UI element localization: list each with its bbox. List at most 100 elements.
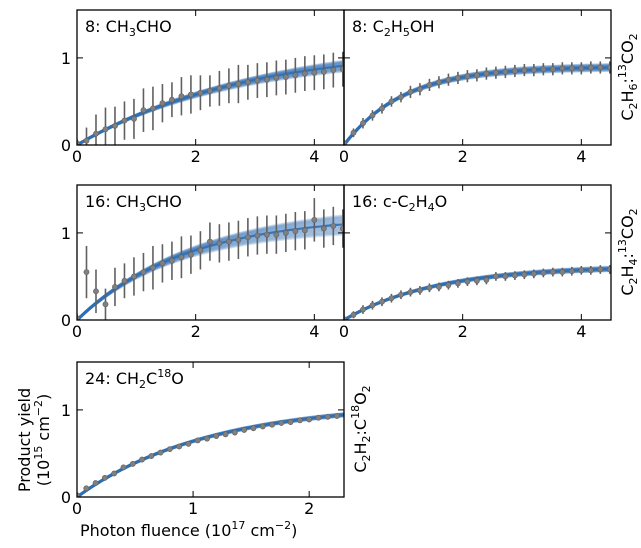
data-point — [436, 79, 442, 86]
data-point — [568, 268, 575, 275]
x-tick-label: 2 — [458, 322, 468, 341]
data-point — [121, 117, 128, 124]
data-point — [521, 67, 528, 73]
data-point — [139, 456, 145, 463]
data-point — [120, 464, 127, 471]
data-point — [379, 298, 385, 305]
data-point — [540, 66, 547, 73]
data-point — [339, 225, 344, 232]
y-axis-label-line1: Product yield — [15, 388, 34, 492]
axes-frame — [343, 9, 612, 146]
x-tick-label: 4 — [309, 322, 319, 341]
x-tick-label: 0 — [339, 147, 349, 166]
data-point — [140, 107, 147, 114]
y-tick-label: 0 — [61, 136, 71, 155]
data-point — [188, 251, 194, 258]
data-point — [216, 240, 223, 247]
plot-area — [344, 265, 611, 320]
data-point — [83, 137, 90, 144]
data-point — [111, 470, 118, 477]
data-point — [369, 112, 376, 119]
fit-curve — [344, 266, 611, 320]
data-point — [436, 284, 442, 290]
plot-area — [344, 61, 611, 145]
data-point — [150, 264, 156, 271]
data-point — [407, 289, 414, 296]
plot-area — [77, 198, 344, 320]
fit-curve — [77, 412, 344, 497]
data-point — [204, 435, 210, 442]
fit-curve — [77, 413, 344, 497]
data-point — [379, 105, 385, 112]
data-point — [578, 267, 585, 274]
data-point — [324, 413, 331, 420]
data-point — [474, 277, 480, 284]
data-point — [273, 75, 280, 81]
data-point — [445, 282, 452, 289]
panel-title: 24: CH2C18O — [85, 367, 184, 391]
data-point — [121, 277, 128, 284]
panel-title: 16: c-C2H4O — [352, 192, 447, 214]
data-point — [263, 231, 270, 238]
data-point — [398, 291, 404, 298]
data-point — [320, 225, 327, 232]
data-point — [131, 115, 137, 122]
x-tick-label: 0 — [72, 322, 82, 341]
data-point — [83, 485, 90, 492]
data-point — [492, 69, 499, 76]
data-point — [606, 266, 611, 273]
x-tick-label: 2 — [304, 499, 314, 518]
x-tick-label: 0 — [72, 499, 82, 518]
data-point — [101, 474, 108, 481]
data-point — [306, 416, 313, 423]
data-point — [83, 269, 90, 275]
data-point — [568, 65, 575, 72]
data-point — [540, 270, 547, 276]
data-point — [578, 65, 585, 72]
x-tick-label: 2 — [458, 147, 468, 166]
fit-curve — [344, 266, 611, 320]
data-point — [102, 126, 109, 133]
fit-curve — [77, 413, 344, 497]
data-point — [157, 449, 164, 456]
data-point — [254, 232, 261, 239]
fit-curve — [77, 413, 344, 497]
data-point — [259, 423, 266, 430]
fit-curve — [77, 413, 344, 497]
data-point — [315, 414, 322, 421]
fit-curve — [77, 412, 344, 497]
data-point — [464, 278, 471, 285]
axis-labels: Photon fluence (1017 cm−2) Product yield… — [15, 388, 297, 540]
data-point — [464, 73, 471, 80]
data-point — [521, 271, 528, 278]
fit-curve — [77, 412, 344, 497]
row-label-text: C2H2:C18O2 — [349, 385, 373, 472]
panel-title: 8: CH3CHO — [85, 17, 172, 39]
data-point — [102, 301, 109, 308]
data-point — [222, 431, 229, 438]
data-point — [282, 230, 289, 236]
data-point — [530, 270, 537, 277]
data-point — [197, 247, 204, 254]
fit-curve-median — [77, 413, 344, 497]
data-point — [483, 70, 490, 77]
data-point — [417, 287, 423, 294]
data-point — [194, 437, 201, 444]
data-point — [216, 85, 223, 92]
data-point — [369, 302, 376, 309]
x-tick-label: 4 — [576, 147, 586, 166]
data-point — [287, 419, 294, 425]
data-point — [587, 267, 594, 274]
x-tick-label: 4 — [309, 147, 319, 166]
data-point — [169, 257, 175, 264]
data-point — [502, 273, 509, 280]
panel-title: 16: CH3CHO — [85, 192, 182, 214]
row-label-2: C2H4:13CO2 — [616, 208, 640, 295]
x-tick-label: 4 — [576, 322, 586, 341]
axes-frame — [343, 184, 612, 321]
data-point — [263, 76, 270, 83]
data-point — [250, 425, 257, 432]
data-point — [112, 284, 118, 290]
data-point — [511, 272, 518, 279]
x-tick-label: 2 — [191, 322, 201, 341]
